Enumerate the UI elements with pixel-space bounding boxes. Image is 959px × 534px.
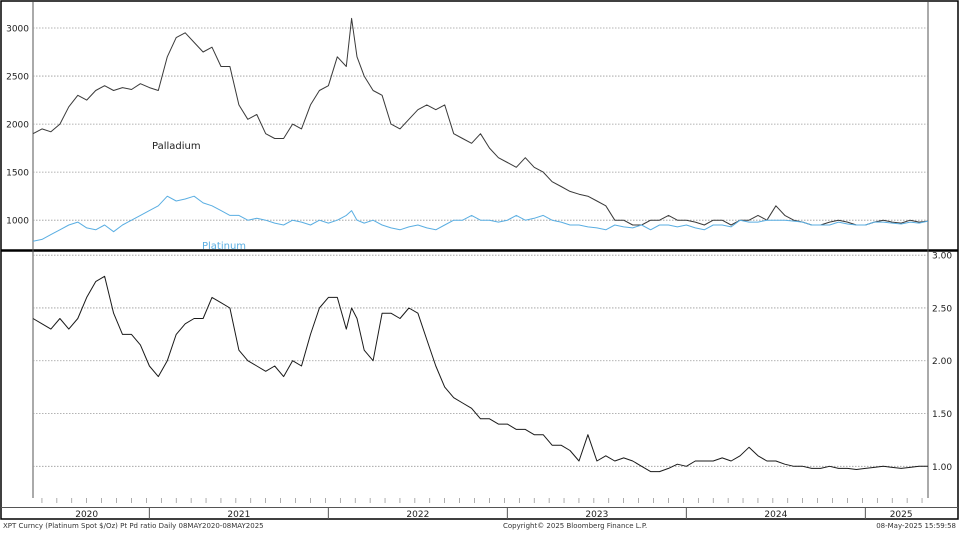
- bottom-series-group: [32, 275, 928, 473]
- annotation-palladium: Palladium: [152, 141, 201, 152]
- y-tick-label: 2000: [6, 121, 29, 131]
- footer-left-text: XPT Curncy (Platinum Spot $/Oz) Pt Pd ra…: [3, 522, 264, 530]
- x-tick-label: 2024: [764, 510, 787, 520]
- outer-border: [0, 0, 959, 520]
- top-series-group: [32, 17, 929, 242]
- top-panel-prices: 1000 1500 2000 2500 3000 Palladium Platinum: [6, 17, 929, 252]
- annotation-platinum: Platinum: [202, 241, 246, 252]
- x-tick-label: 2021: [227, 510, 250, 520]
- series-line-platinum: [32, 195, 929, 242]
- series-line-palladium: [32, 17, 929, 226]
- x-tick-label: 2023: [585, 510, 608, 520]
- top-y-axis: 1000 1500 2000 2500 3000: [6, 25, 29, 227]
- bottom-panel-ratio: 1.001.502.002.503.00 2020 2021 2022 2023 202…: [32, 252, 952, 520]
- x-tick-label: 2020: [75, 510, 98, 520]
- chart-outer-frame: [0, 0, 959, 520]
- x-tick-label: 2025: [890, 510, 913, 520]
- x-tick-label: 2022: [406, 510, 429, 520]
- footer-timestamp-text: 08-May-2025 15:59:58: [876, 522, 956, 530]
- y-tick-label: 2.50: [932, 304, 952, 314]
- y-tick-label: 3000: [6, 25, 29, 35]
- footer: XPT Curncy (Platinum Spot $/Oz) Pt Pd ra…: [3, 522, 956, 530]
- y-tick-label: 1.50: [932, 410, 952, 420]
- y-tick-label: 1000: [6, 217, 29, 227]
- y-tick-label: 2.00: [932, 357, 952, 367]
- bottom-y-axis: 1.00 1.50 2.00 2.50 3.00: [932, 252, 952, 473]
- y-tick-label: 3.00: [932, 252, 952, 262]
- y-tick-label: 1.00: [932, 463, 952, 473]
- x-axis: 2020 2021 2022 2023 2024 2025: [41, 498, 923, 520]
- bottom-grid: [33, 254, 928, 467]
- y-tick-label: 2500: [6, 73, 29, 83]
- y-tick-label: 1500: [6, 169, 29, 179]
- footer-copyright-text: Copyright© 2025 Bloomberg Finance L.P.: [503, 522, 647, 530]
- series-line-ratio: [32, 275, 928, 473]
